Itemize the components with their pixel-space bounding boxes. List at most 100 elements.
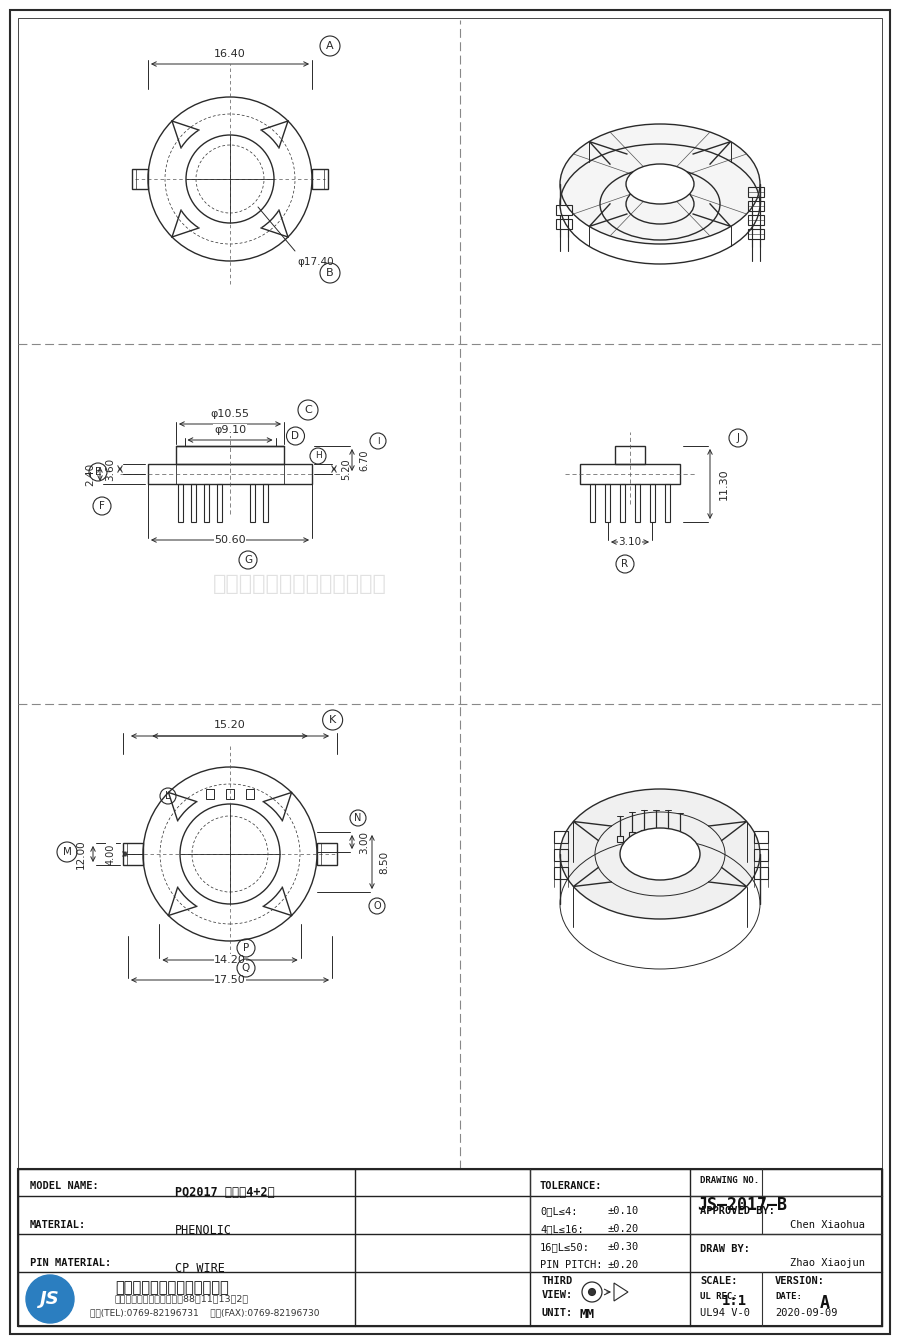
Text: P: P	[243, 943, 249, 953]
Text: D: D	[292, 431, 300, 441]
Bar	[312, 169, 328, 190]
Text: 11.30: 11.30	[719, 468, 729, 500]
Text: JS: JS	[40, 1290, 60, 1308]
Bar	[178, 484, 183, 521]
Text: A: A	[326, 42, 334, 51]
Text: APPROVED BY:: APPROVED BY:	[700, 1206, 775, 1216]
Text: 8.50: 8.50	[379, 851, 389, 874]
Bar	[317, 843, 337, 866]
Text: 50.60: 50.60	[214, 535, 246, 546]
Ellipse shape	[626, 164, 694, 204]
Circle shape	[26, 1275, 74, 1322]
Bar	[754, 867, 768, 879]
Bar	[590, 484, 595, 521]
Bar	[123, 843, 143, 866]
Text: PHENOLIC: PHENOLIC	[175, 1224, 232, 1236]
Text: Q: Q	[242, 964, 250, 973]
Text: UL94 V-0: UL94 V-0	[700, 1308, 750, 1318]
Text: C: C	[304, 405, 312, 415]
Text: 16＜L≤50:: 16＜L≤50:	[540, 1242, 590, 1253]
Text: DRAWING NO.: DRAWING NO.	[700, 1176, 759, 1185]
Text: VERSION:: VERSION:	[775, 1275, 825, 1286]
Text: TOLERANCE:: TOLERANCE:	[540, 1181, 602, 1191]
Text: E: E	[94, 466, 101, 477]
Text: MODEL NAME:: MODEL NAME:	[30, 1181, 99, 1191]
Text: 1:1: 1:1	[722, 1294, 747, 1308]
Text: 2020-09-09: 2020-09-09	[775, 1308, 838, 1318]
Bar	[748, 215, 764, 224]
Text: φ10.55: φ10.55	[211, 409, 249, 419]
Bar	[263, 484, 267, 521]
Text: 12.00: 12.00	[76, 839, 86, 868]
Text: VIEW:: VIEW:	[542, 1290, 573, 1300]
Bar	[554, 849, 568, 862]
Circle shape	[589, 1289, 596, 1296]
Bar	[617, 836, 623, 841]
Bar	[748, 228, 764, 239]
Bar	[641, 831, 647, 836]
Bar	[653, 831, 659, 836]
Text: φ9.10: φ9.10	[214, 425, 246, 435]
Bar	[629, 832, 635, 839]
Text: ±0.20: ±0.20	[608, 1261, 639, 1270]
Text: J: J	[736, 433, 740, 444]
Text: B: B	[326, 267, 334, 278]
Text: G: G	[244, 555, 252, 564]
Bar	[580, 464, 680, 484]
Text: 15.20: 15.20	[214, 720, 246, 730]
Bar	[132, 169, 148, 190]
Bar	[191, 484, 196, 521]
Bar	[677, 833, 683, 839]
Bar	[206, 789, 214, 798]
Text: 东莲市樟木头镇柏地文明街88号11栂13楼2楼: 东莲市樟木头镇柏地文明街88号11栂13楼2楼	[115, 1294, 249, 1302]
Text: F: F	[99, 501, 105, 511]
Text: 东莲市巨思电子科技有限公司: 东莲市巨思电子科技有限公司	[115, 1279, 229, 1296]
Text: PIN PITCH:: PIN PITCH:	[540, 1261, 602, 1270]
Text: ±0.20: ±0.20	[608, 1224, 639, 1234]
Bar	[204, 484, 209, 521]
Bar	[217, 484, 222, 521]
Bar	[665, 484, 670, 521]
Text: 5.20: 5.20	[341, 458, 351, 480]
Bar	[650, 484, 655, 521]
Text: R: R	[621, 559, 628, 569]
Bar	[148, 464, 312, 484]
Bar	[249, 484, 255, 521]
Bar	[748, 202, 764, 211]
Bar	[615, 446, 645, 464]
Bar	[246, 789, 254, 798]
Text: JS—2017—B: JS—2017—B	[697, 1196, 787, 1214]
Text: N: N	[355, 813, 362, 823]
Text: 4＜L≤16:: 4＜L≤16:	[540, 1224, 584, 1234]
Bar	[226, 789, 234, 798]
Bar	[556, 219, 572, 228]
Text: 15.20: 15.20	[214, 720, 246, 730]
Text: 17.50: 17.50	[214, 974, 246, 985]
Bar	[748, 187, 764, 198]
Bar	[554, 867, 568, 879]
Bar	[620, 484, 625, 521]
Text: 14.20: 14.20	[214, 956, 246, 965]
Text: H: H	[315, 452, 321, 461]
Text: PIN MATERIAL:: PIN MATERIAL:	[30, 1258, 112, 1267]
Text: PQ2017 （立式4+2）: PQ2017 （立式4+2）	[175, 1185, 274, 1199]
Text: Chen Xiaohua: Chen Xiaohua	[790, 1220, 865, 1230]
Ellipse shape	[560, 789, 760, 919]
Text: SCALE:: SCALE:	[700, 1275, 737, 1286]
Text: Zhao Xiaojun: Zhao Xiaojun	[790, 1258, 865, 1267]
Ellipse shape	[620, 828, 700, 880]
Text: A: A	[820, 1294, 830, 1312]
Text: 2.40: 2.40	[85, 462, 95, 485]
Text: 东莲市巨思电子科技有限公司: 东莲市巨思电子科技有限公司	[213, 574, 387, 594]
Text: O: O	[374, 900, 381, 911]
Text: 16.40: 16.40	[214, 48, 246, 59]
Text: UNIT:: UNIT:	[542, 1308, 573, 1318]
Text: 3.00: 3.00	[359, 831, 369, 853]
Bar	[556, 206, 572, 215]
Ellipse shape	[560, 124, 760, 245]
Text: ±0.10: ±0.10	[608, 1206, 639, 1216]
Bar	[554, 831, 568, 843]
Text: 4.00: 4.00	[106, 843, 116, 864]
Text: 0＜L≤4:: 0＜L≤4:	[540, 1206, 578, 1216]
Text: 3.10: 3.10	[618, 538, 642, 547]
